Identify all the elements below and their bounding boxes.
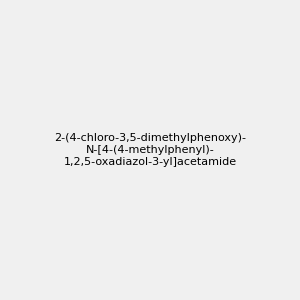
- Text: 2-(4-chloro-3,5-dimethylphenoxy)-
N-[4-(4-methylphenyl)-
1,2,5-oxadiazol-3-yl]ac: 2-(4-chloro-3,5-dimethylphenoxy)- N-[4-(…: [54, 134, 246, 166]
